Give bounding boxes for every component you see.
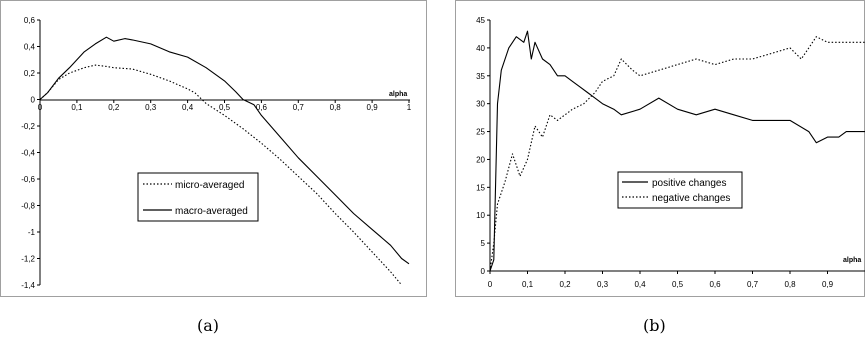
chart-frame-a	[0, 0, 427, 297]
y-tick-label: -0,8	[21, 202, 35, 211]
legend-box-a	[137, 172, 259, 222]
y-tick-label: -0,2	[21, 122, 35, 131]
series-group-b	[489, 30, 865, 272]
x-tick-label: 0,6	[709, 280, 721, 289]
y-ticks-a: 0,6 0,4 0,2 0 -0,2 -0,4 -0,6 -0,8 -1 -1,2 -1,4	[21, 16, 40, 290]
x-tick-label: 0,2	[559, 280, 571, 289]
x-axis-label-a: alpha	[389, 91, 407, 98]
y-tick-label: 0	[31, 96, 36, 105]
y-tick-label: 0,6	[24, 16, 36, 25]
y-tick-label: 5	[481, 239, 486, 248]
y-tick-label: 0,4	[24, 43, 36, 52]
x-axis-label-b: alpha	[843, 257, 861, 264]
x-tick-label: 0,7	[293, 103, 305, 112]
series-line-macro-averaged	[39, 36, 410, 265]
legend-label-positive: positive changes	[652, 178, 727, 189]
x-tick-label: 0,3	[597, 280, 609, 289]
chart-panel-b: 45 40 35 30 25 20 15 10 5 0 0 0,1 0,2 0,3 0,4 0,5 0,6 0,…	[455, 0, 865, 297]
series-line-micro-averaged	[39, 64, 403, 286]
y-tick-label: -0,4	[21, 149, 35, 158]
x-tick-label: 0,4	[182, 103, 194, 112]
chart-panel-a: 0,60,40,20-0,2-0,4-0,6-0,8-1-1,2-1,4 0 0,…	[0, 0, 427, 297]
x-tick-label: 0,9	[822, 280, 834, 289]
panel-caption-a: (a)	[197, 316, 219, 335]
series-line-negative-changes	[489, 36, 865, 272]
x-tick-label: 0,6	[256, 103, 268, 112]
legend-label-macro: macro-averaged	[175, 206, 248, 217]
x-tick-label: 0,1	[522, 280, 534, 289]
x-tick-label: 0,5	[219, 103, 231, 112]
x-tick-label: 0,3	[145, 103, 157, 112]
x-ticks-a: 0 0,1 0,2 0,3 0,4 0,5 0,6 0,7 0,8 0,9 1	[38, 100, 412, 112]
y-tick-label: 40	[476, 44, 485, 53]
y-tick-label: 25	[476, 128, 485, 137]
x-ticks-b: 0 0,1 0,2 0,3 0,4 0,5 0,6 0,7 0,8 0,9	[488, 271, 834, 289]
y-tick-label: -1,2	[21, 255, 35, 264]
x-tick-label: 0,4	[634, 280, 646, 289]
y-tick-label: 45	[476, 16, 485, 25]
y-tick-label: 15	[476, 183, 485, 192]
y-tick-label: -0,6	[21, 175, 35, 184]
x-tick-label: 0,7	[747, 280, 759, 289]
y-ticks-b: 45 40 35 30 25 20 15 10 5 0	[476, 16, 490, 276]
chart-frame-b	[455, 0, 865, 297]
legend-b: positive changes negative changes	[617, 171, 743, 209]
y-tick-label: 30	[476, 100, 485, 109]
legend-a: micro-averaged macro-averaged	[137, 172, 259, 222]
y-tick-label: 35	[476, 72, 485, 81]
x-tick-label: 0	[38, 103, 43, 112]
y-tick-label: -1,4	[21, 281, 35, 290]
y-tick-label: 20	[476, 155, 485, 164]
x-tick-label: 0	[488, 280, 493, 289]
series-group-a	[39, 36, 410, 286]
x-tick-label: 0,1	[71, 103, 83, 112]
x-tick-label: 0,5	[672, 280, 684, 289]
x-tick-label: 0,8	[330, 103, 342, 112]
legend-label-micro: micro-averaged	[175, 180, 244, 191]
x-tick-label: 1	[407, 103, 412, 112]
series-line-positive-changes	[489, 30, 865, 272]
y-tick-label: 0	[481, 267, 486, 276]
y-tick-label: -1	[28, 228, 36, 237]
x-tick-label: 0,8	[784, 280, 796, 289]
legend-label-negative: negative changes	[652, 193, 730, 204]
x-tick-label: 0,9	[367, 103, 379, 112]
y-tick-label: 0,2	[24, 69, 36, 78]
legend-box-b	[617, 171, 743, 209]
x-tick-label: 0,2	[108, 103, 120, 112]
y-tick-label: 10	[476, 211, 485, 220]
panel-caption-b: (b)	[643, 316, 666, 335]
